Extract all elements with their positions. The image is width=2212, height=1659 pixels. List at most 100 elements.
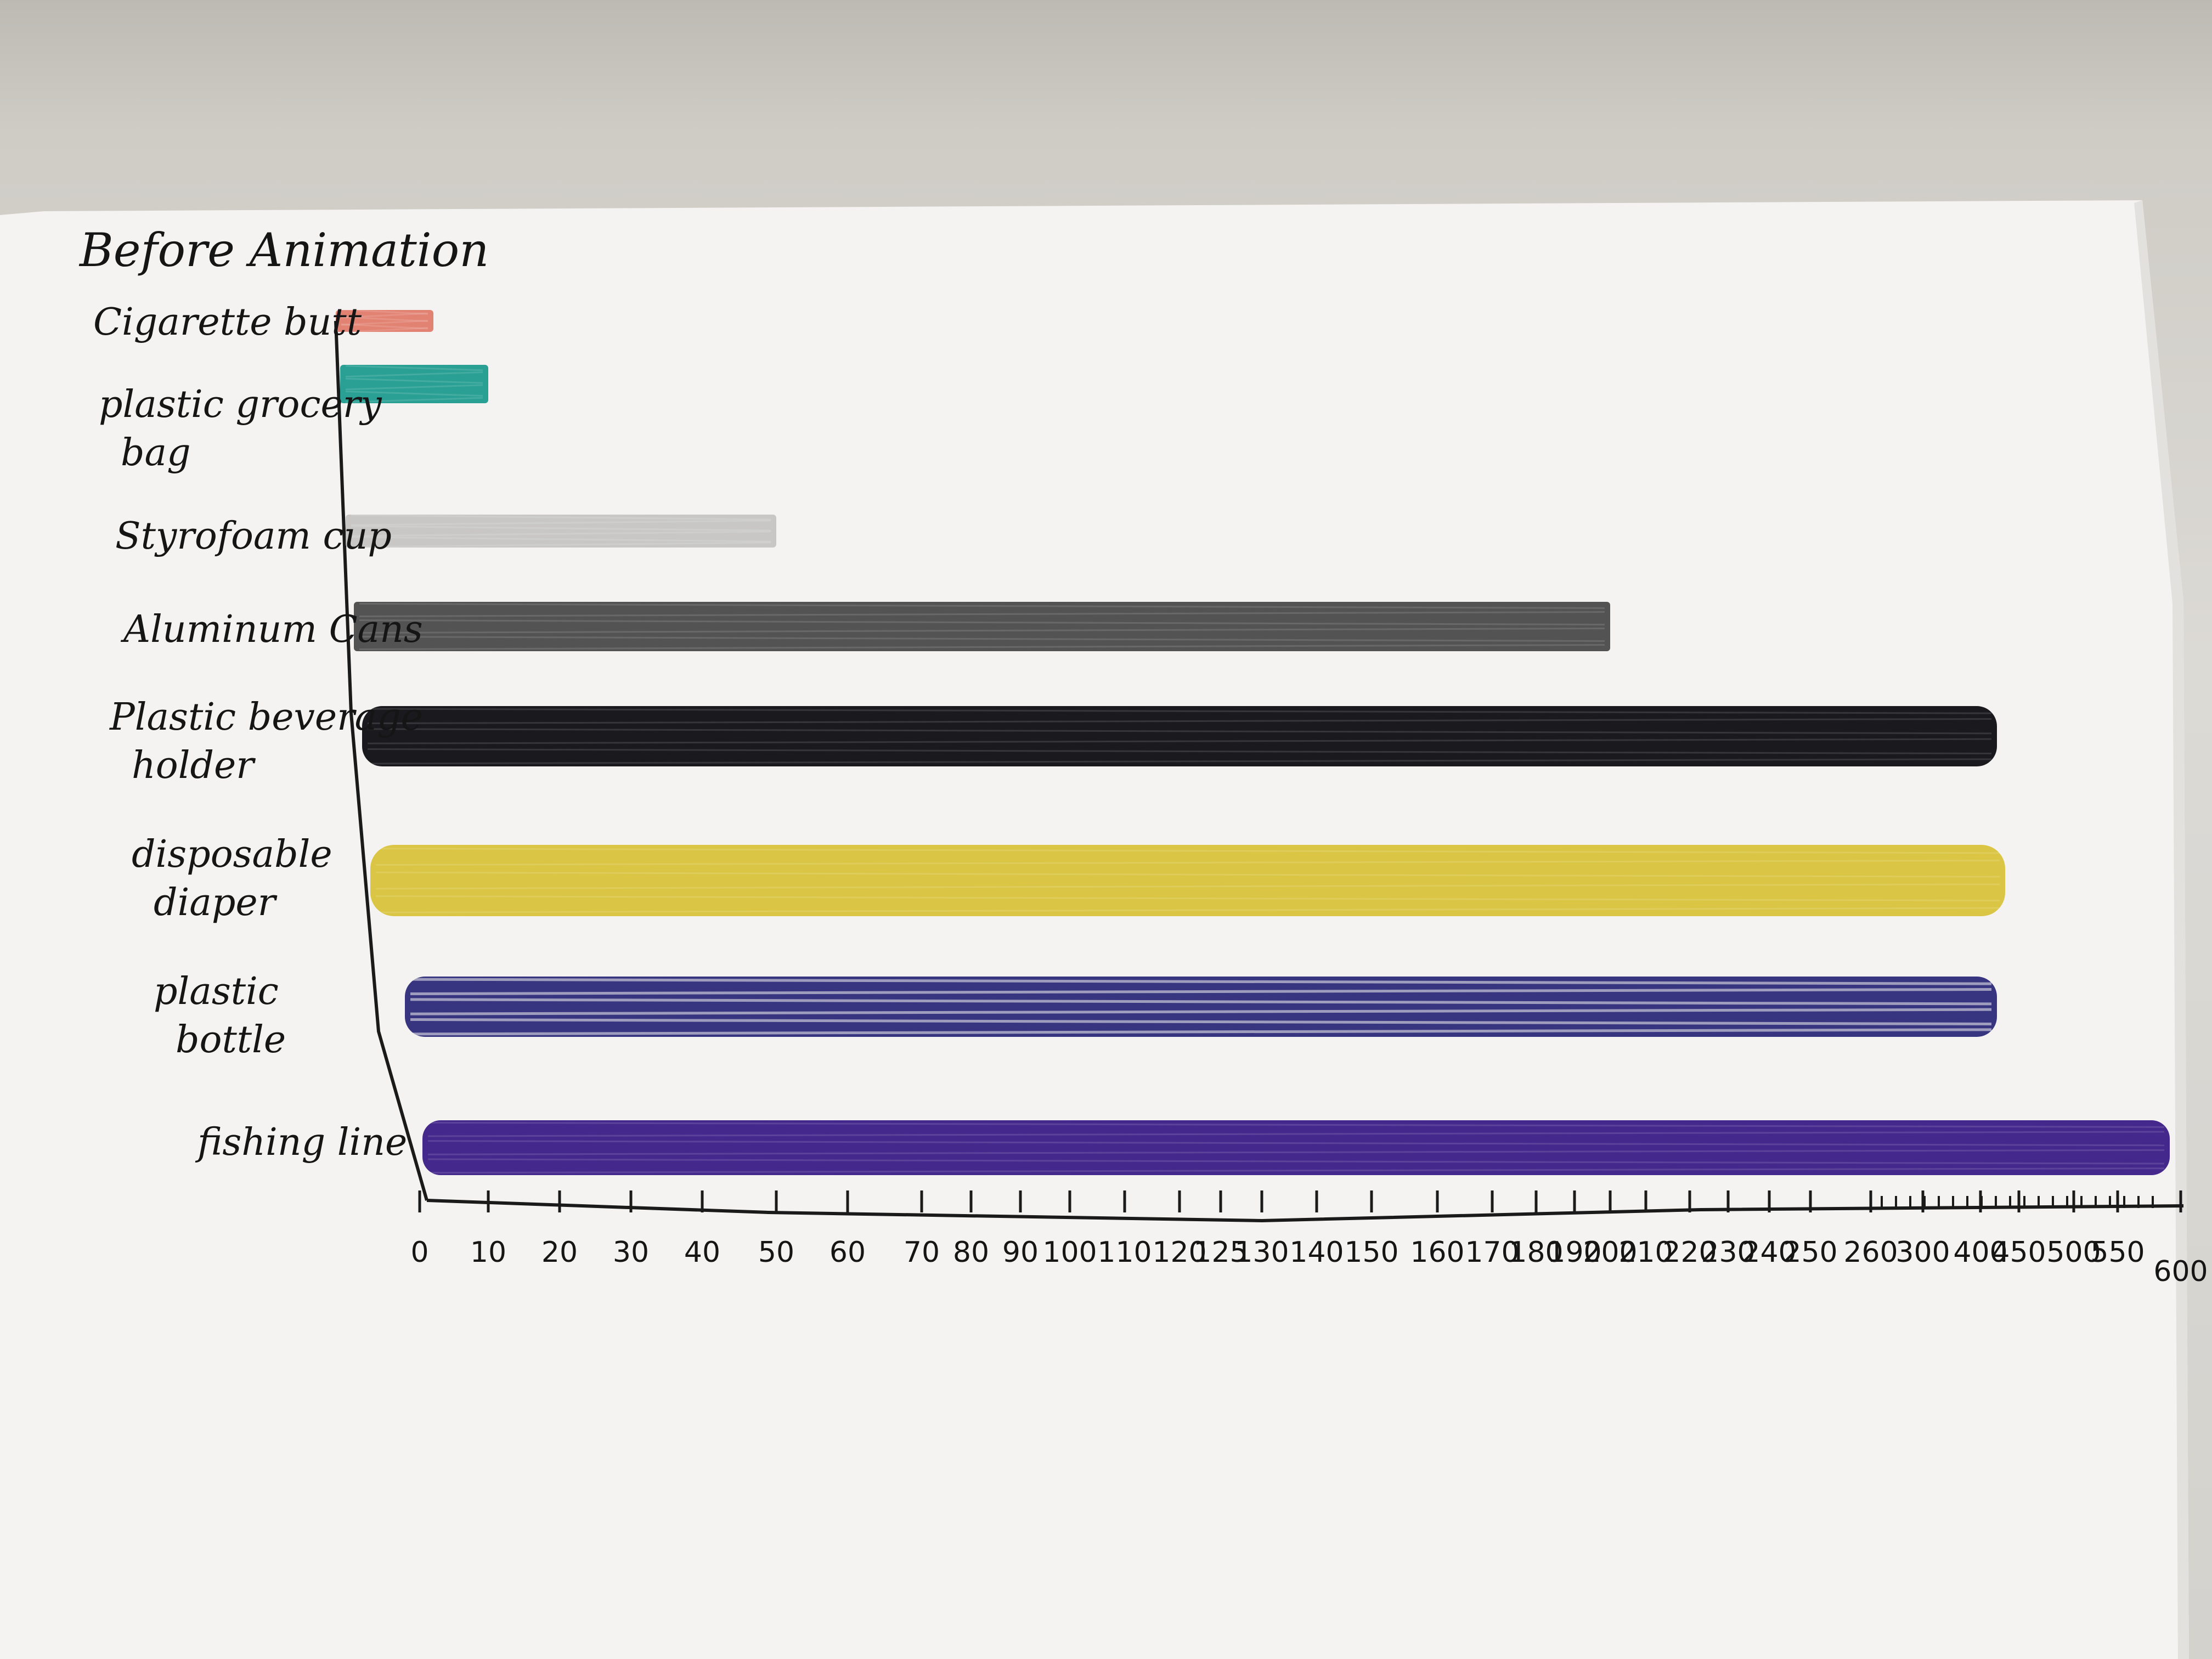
bar-3-texture-5 — [359, 644, 1605, 650]
category-label-6: plastic bottle — [154, 970, 286, 1062]
x-tick-label-28: 300 — [1895, 1236, 1950, 1269]
x-tick-label-22: 210 — [1618, 1236, 1673, 1269]
category-label-1-line-0: plastic grocery — [99, 383, 382, 426]
chart-title: Before Animation — [78, 223, 489, 277]
bar-7-texture-4 — [427, 1158, 2165, 1165]
category-label-2: Styrofoam cup — [115, 515, 392, 558]
bar-7 — [422, 1120, 2170, 1175]
category-label-5-line-0: disposable — [132, 833, 332, 876]
x-tick-label-13: 125 — [1193, 1236, 1248, 1269]
y-axis-line — [334, 320, 428, 1201]
bar-7-texture-2 — [427, 1140, 2165, 1147]
bar-4-texture-1 — [367, 718, 1992, 724]
bar-6-texture-4 — [410, 1018, 1992, 1025]
bar-5 — [370, 845, 2005, 916]
bar-7-texture-5 — [427, 1167, 2165, 1174]
bar-5-texture-1 — [375, 860, 2000, 866]
x-tick-label-9: 90 — [1002, 1236, 1039, 1269]
bar-2-texture-2 — [351, 525, 771, 532]
x-tick-label-17: 160 — [1410, 1236, 1464, 1269]
x-tick-label-23: 220 — [1662, 1236, 1717, 1269]
bar-0-texture-4 — [341, 323, 428, 330]
category-label-1-line-1: bag — [121, 431, 191, 475]
category-label-0: Cigarette butt — [93, 301, 362, 344]
category-label-5-line-1: diaper — [154, 881, 278, 924]
x-tick-label-11: 110 — [1097, 1236, 1152, 1269]
bar-0-texture-5 — [341, 327, 428, 334]
bar-1-texture-2 — [345, 377, 483, 384]
bar-3 — [354, 602, 1610, 651]
category-label-3: Aluminum Cans — [120, 608, 423, 651]
x-tick-label-27: 260 — [1843, 1236, 1898, 1269]
x-tick-label-18: 170 — [1465, 1236, 1519, 1269]
bar-5-texture-5 — [375, 907, 2000, 913]
x-tick-label-19: 180 — [1509, 1236, 1563, 1269]
bar-1 — [340, 365, 488, 403]
x-tick-label-24: 230 — [1701, 1236, 1755, 1269]
category-label-4-line-0: Plastic beverage — [109, 696, 423, 739]
bar-0 — [336, 310, 433, 332]
bar-3-texture-0 — [359, 603, 1605, 609]
bar-3-texture-1 — [359, 611, 1605, 617]
x-tick-label-14: 130 — [1234, 1236, 1289, 1269]
category-label-6-line-0: plastic — [154, 970, 279, 1013]
bar-3-texture-2 — [359, 619, 1605, 625]
bar-7-texture-1 — [427, 1131, 2165, 1137]
bar-5-texture-2 — [375, 871, 2000, 878]
x-tick-label-6: 60 — [830, 1236, 866, 1269]
x-tick-label-21: 200 — [1583, 1236, 1637, 1269]
bar-3-texture-4 — [359, 636, 1605, 642]
x-tick-label-30: 450 — [1991, 1236, 2046, 1269]
bar-4 — [362, 706, 1997, 766]
x-tick-label-31: 500 — [2046, 1236, 2101, 1269]
category-label-1: plastic grocery bag — [99, 383, 382, 475]
category-label-5: disposable diaper — [132, 833, 332, 924]
x-tick-label-32: 550 — [2090, 1236, 2145, 1269]
bar-5-texture-4 — [375, 895, 2000, 901]
bar-0-texture-3 — [341, 319, 428, 326]
bar-6-texture-5 — [410, 1028, 1992, 1036]
bar-4-texture-4 — [367, 748, 1992, 754]
category-label-4-line-1: holder — [132, 744, 256, 787]
x-tick-label-0: 0 — [410, 1236, 428, 1269]
bar-4-texture-5 — [367, 758, 1992, 765]
bar-4-texture-2 — [367, 728, 1992, 735]
bars-group — [336, 308, 2170, 1175]
bar-2-texture-3 — [351, 531, 771, 537]
bar-1-texture-5 — [345, 397, 483, 403]
x-tick-label-7: 70 — [904, 1236, 940, 1269]
x-tick-label-26: 250 — [1783, 1236, 1837, 1269]
paper-sheet — [0, 200, 2189, 1659]
bar-6 — [405, 977, 1997, 1037]
x-tick-label-1: 10 — [470, 1236, 506, 1269]
bar-6-texture-2 — [410, 998, 1992, 1006]
bar-0-texture-1 — [341, 312, 428, 319]
bar-6-texture-3 — [410, 1008, 1992, 1015]
bar-1-texture-1 — [345, 371, 483, 377]
bar-6-texture-0 — [410, 978, 1992, 985]
category-label-6-line-1: bottle — [176, 1018, 286, 1062]
bar-2-texture-0 — [351, 514, 771, 521]
bar-3-texture-3 — [359, 628, 1605, 634]
bar-7-texture-3 — [427, 1149, 2165, 1155]
bar-4-texture-3 — [367, 738, 1992, 744]
bar-2-texture-5 — [351, 541, 771, 548]
bar-0-texture-2 — [341, 316, 428, 323]
category-labels: Cigarette butt plastic grocery bag Styrofoa… — [93, 301, 423, 1164]
x-tick-label-15: 140 — [1289, 1236, 1344, 1269]
bar-5-texture-0 — [375, 848, 2000, 854]
bar-2 — [346, 515, 776, 548]
bar-5-texture-3 — [375, 883, 2000, 890]
x-tick-label-5: 50 — [758, 1236, 794, 1269]
bar-1-texture-3 — [345, 384, 483, 391]
x-tick-label-10: 100 — [1042, 1236, 1097, 1269]
category-label-7: fishing line — [195, 1121, 407, 1164]
category-label-4: Plastic beverage holder — [109, 696, 423, 787]
x-tick-label-29: 400 — [1953, 1236, 2007, 1269]
x-tick-label-16: 150 — [1344, 1236, 1398, 1269]
bar-0-texture-0 — [341, 308, 428, 315]
x-tick-label-20: 190 — [1547, 1236, 1601, 1269]
paper-shadow-edge — [2134, 200, 2189, 1659]
